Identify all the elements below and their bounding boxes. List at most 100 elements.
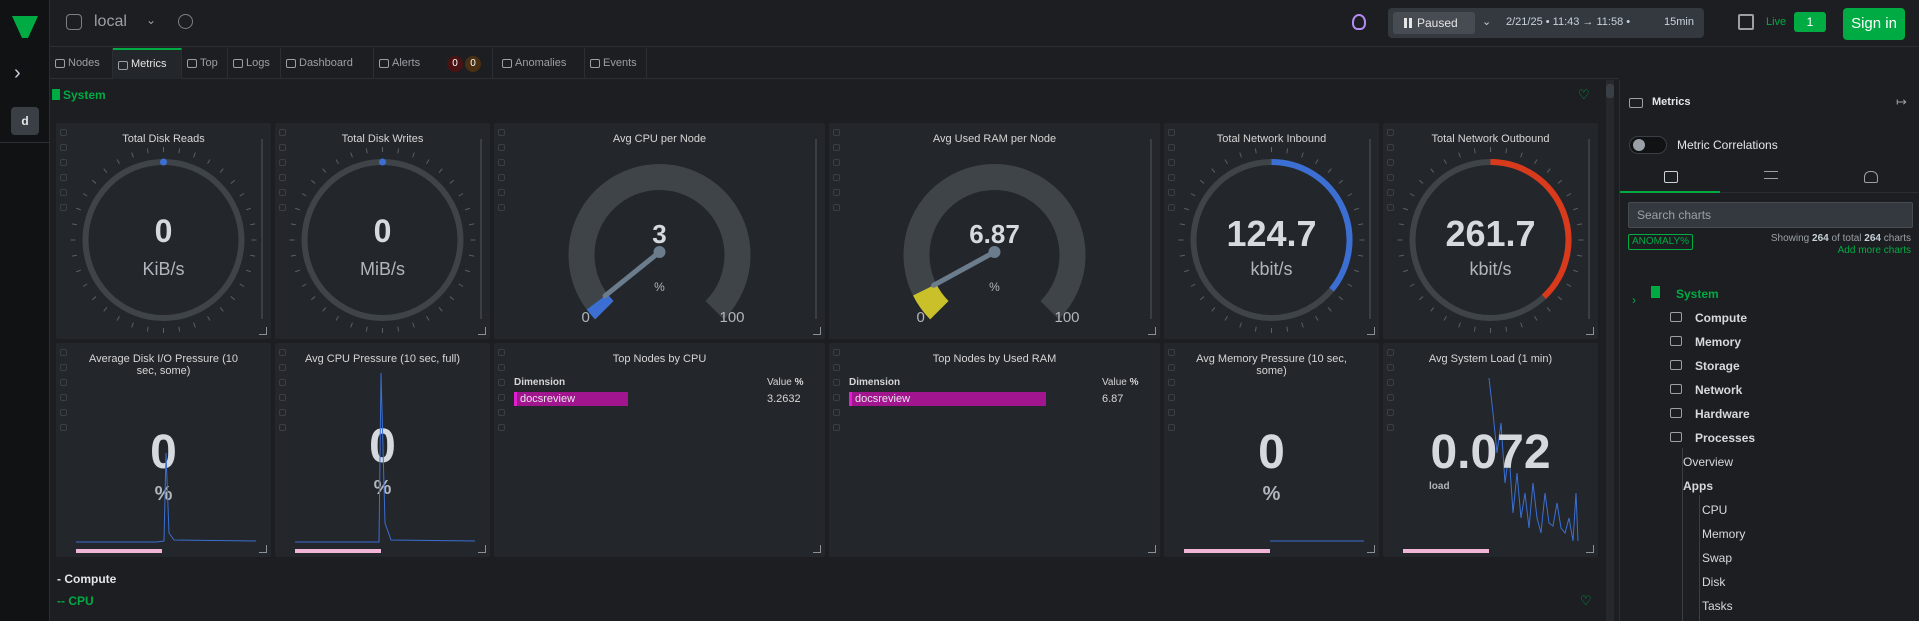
system-load-card[interactable]: Avg System Load (1 min) 0.072 load [1383, 343, 1598, 557]
tree-item-storage[interactable]: Storage [1695, 359, 1740, 373]
resize-icon[interactable] [1586, 545, 1594, 553]
compute-section-title[interactable]: - Compute [57, 572, 117, 586]
tab-charts[interactable] [1620, 163, 1720, 193]
live-count-badge[interactable]: 1 [1794, 12, 1826, 32]
cpu-pressure-card[interactable]: Avg CPU Pressure (10 sec, full) 0 % [275, 343, 490, 557]
top-nodes-ram-card[interactable]: Top Nodes by Used RAM Dimension Value % … [829, 343, 1160, 557]
tree-item-apps-cpu[interactable]: CPU [1702, 503, 1728, 517]
heart-icon[interactable]: ♡ [1580, 593, 1592, 608]
resize-icon[interactable] [1367, 545, 1375, 553]
space-avatar[interactable]: d [11, 107, 39, 135]
tab-dashboard[interactable]: Dashboard [281, 48, 374, 79]
chart-toolbox[interactable] [279, 349, 289, 439]
scrollbar[interactable] [1606, 80, 1614, 621]
tree-item-hardware[interactable]: Hardware [1695, 407, 1750, 421]
gauge-card-net-in[interactable]: Total Network Inbound 124.7 kbit/s [1164, 123, 1379, 339]
tree-item-apps-disk[interactable]: Disk [1702, 575, 1726, 589]
gauge-tick [1190, 283, 1196, 287]
tree-item-apps-memory[interactable]: Memory [1702, 527, 1746, 541]
time-picker[interactable]: Paused ⌄ 2/21/25 • 11:43 → 11:58 • 15min [1388, 8, 1704, 38]
heart-icon[interactable]: ♡ [1578, 87, 1590, 102]
node-bar[interactable]: docsreview [849, 392, 1046, 406]
memory-pressure-card[interactable]: Avg Memory Pressure (10 sec, some) 0 % [1164, 343, 1379, 557]
gauge-tick [290, 223, 296, 226]
node-bar[interactable]: docsreview [514, 392, 628, 406]
paused-button[interactable]: Paused [1393, 12, 1475, 34]
chart-toolbox[interactable] [1387, 129, 1397, 219]
chart-toolbox[interactable] [279, 129, 289, 219]
expand-sidebar-icon[interactable]: › [14, 62, 21, 84]
chevron-down-icon[interactable]: ⌄ [146, 13, 157, 27]
gauge-card-disk-reads[interactable]: Total Disk Reads 0 KiB/s [56, 123, 271, 339]
resize-icon[interactable] [813, 327, 821, 335]
anomaly-badge[interactable]: ANOMALY% [1628, 234, 1694, 250]
tab-alerts[interactable]: Alerts 0 0 [374, 48, 493, 79]
chart-toolbox[interactable] [1168, 349, 1178, 439]
sparkline-bar [1403, 549, 1489, 553]
chart-toolbox[interactable] [833, 129, 843, 219]
metrics-panel-icon [1629, 98, 1643, 108]
add-more-charts-link[interactable]: Add more charts [1837, 245, 1911, 256]
room-name[interactable]: local [94, 13, 127, 30]
gear-icon[interactable] [178, 14, 193, 29]
gauge-tick [1179, 254, 1185, 257]
disk-pressure-card[interactable]: Average Disk I/O Pressure (10 sec, some)… [56, 343, 271, 557]
time-range[interactable]: 2/21/25 • 11:43 → 11:58 • [1506, 16, 1631, 28]
chevron-down-icon[interactable]: ⌄ [1482, 16, 1492, 28]
nodes-stack-icon[interactable] [1738, 14, 1754, 30]
tab-metrics[interactable]: Metrics [113, 48, 182, 79]
chevron-right-icon[interactable]: › [1632, 293, 1636, 307]
collapse-panel-icon[interactable]: ↦ [1896, 94, 1907, 109]
resize-icon[interactable] [259, 327, 267, 335]
lightbulb-icon[interactable] [1352, 14, 1366, 30]
gauge-card-disk-writes[interactable]: Total Disk Writes 0 MiB/s [275, 123, 490, 339]
search-charts-input[interactable] [1628, 202, 1913, 228]
resize-icon[interactable] [478, 327, 486, 335]
chart-toolbox[interactable] [833, 349, 843, 439]
gauge-tick [1409, 193, 1415, 197]
tree-item-apps[interactable]: Apps [1683, 479, 1713, 493]
tab-anomalies[interactable]: Anomalies [497, 48, 585, 79]
tab-events[interactable]: Events [585, 48, 647, 79]
cpu-subsection-title[interactable]: -- CPU [57, 594, 94, 608]
resize-icon[interactable] [813, 545, 821, 553]
gauge-card-cpu[interactable]: Avg CPU per Node 3% 0 100 [494, 123, 825, 339]
gauge-card-net-out[interactable]: Total Network Outbound 261.7 kbit/s [1383, 123, 1598, 339]
tab-nodes[interactable]: Nodes [50, 48, 113, 79]
tree-item-apps-swap[interactable]: Swap [1702, 551, 1733, 565]
tab-logs[interactable]: Logs [228, 48, 281, 79]
top-nodes-cpu-card[interactable]: Top Nodes by CPU Dimension Value % docsr… [494, 343, 825, 557]
chart-toolbox[interactable] [498, 129, 508, 219]
tree-item-compute[interactable]: Compute [1695, 311, 1747, 325]
tree-item-overview[interactable]: Overview [1683, 455, 1734, 469]
chart-toolbox[interactable] [60, 129, 70, 219]
resize-icon[interactable] [478, 545, 486, 553]
chart-toolbox[interactable] [60, 349, 70, 439]
chart-toolbox[interactable] [1168, 129, 1178, 219]
resize-icon[interactable] [1148, 545, 1156, 553]
resize-icon[interactable] [259, 545, 267, 553]
gauge-tick [1239, 152, 1242, 158]
gauge-card-ram[interactable]: Avg Used RAM per Node 6.87% 0 100 [829, 123, 1160, 339]
room-icon [66, 14, 82, 30]
tree-item-processes[interactable]: Processes [1695, 431, 1756, 445]
netdata-logo-icon[interactable] [10, 12, 40, 42]
tree-item-network[interactable]: Network [1695, 383, 1743, 397]
anomalies-icon [502, 59, 512, 68]
scrollbar-thumb[interactable] [1606, 84, 1614, 98]
resize-icon[interactable] [1586, 327, 1594, 335]
tree-item-apps-tasks[interactable]: Tasks [1702, 599, 1733, 613]
sign-in-button[interactable]: Sign in [1843, 8, 1905, 40]
time-duration[interactable]: 15min [1664, 16, 1694, 28]
tab-filters[interactable] [1720, 163, 1820, 193]
gauge-value: 0 [373, 213, 392, 249]
chart-toolbox[interactable] [1387, 349, 1397, 439]
tree-item-memory[interactable]: Memory [1695, 335, 1742, 349]
tab-alerts[interactable] [1820, 163, 1919, 193]
tree-item-system[interactable]: System [1676, 287, 1719, 301]
tab-top[interactable]: Top [182, 48, 228, 79]
resize-icon[interactable] [1148, 327, 1156, 335]
metric-correlations-toggle[interactable] [1629, 136, 1667, 154]
chart-toolbox[interactable] [498, 349, 508, 439]
resize-icon[interactable] [1367, 327, 1375, 335]
